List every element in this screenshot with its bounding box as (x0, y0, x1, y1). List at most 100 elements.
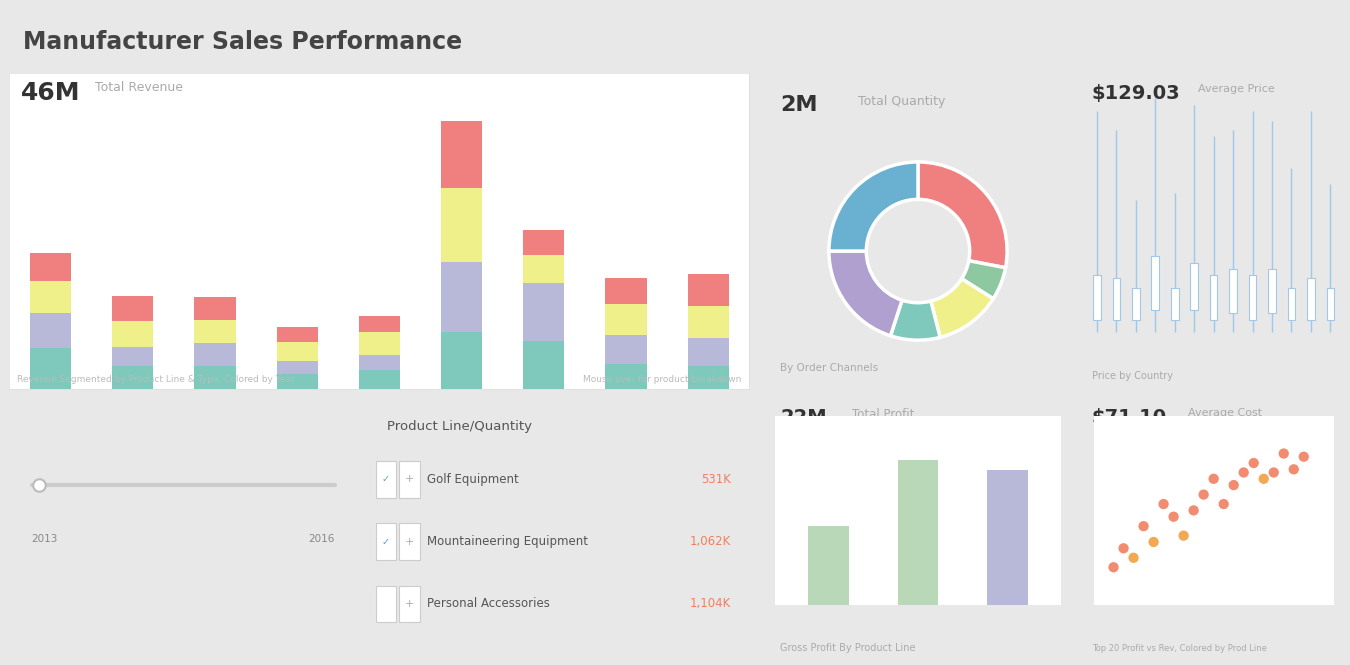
Bar (605, 278, 647, 304)
Bar (359, 332, 400, 354)
Text: Gross Profit By Product Line: Gross Profit By Product Line (780, 643, 915, 653)
Point (1233, 467, 1254, 477)
Text: $71.10: $71.10 (1092, 408, 1166, 427)
Text: Mountaineering Equipment: Mountaineering Equipment (428, 535, 589, 548)
Point (1133, 521, 1154, 531)
Bar (359, 354, 400, 370)
Text: Total Profit: Total Profit (852, 408, 914, 421)
Bar (30, 348, 72, 389)
Bar (441, 188, 482, 261)
FancyBboxPatch shape (1112, 279, 1120, 320)
Point (1193, 489, 1215, 500)
Text: Price by Country: Price by Country (1092, 371, 1173, 381)
Point (1123, 553, 1145, 563)
Bar (441, 261, 482, 332)
FancyBboxPatch shape (1210, 275, 1218, 320)
Bar (359, 317, 400, 332)
Text: Mouse over for product breakdown: Mouse over for product breakdown (583, 375, 743, 384)
Wedge shape (961, 261, 1006, 299)
Bar (112, 366, 154, 389)
FancyBboxPatch shape (1288, 288, 1295, 320)
Bar (605, 335, 647, 364)
FancyBboxPatch shape (400, 523, 420, 560)
Text: By Order Channels: By Order Channels (780, 364, 879, 374)
Bar (524, 229, 564, 255)
Wedge shape (891, 300, 940, 340)
FancyBboxPatch shape (1327, 288, 1334, 320)
Point (1243, 458, 1265, 468)
Wedge shape (829, 251, 902, 336)
Bar (30, 281, 72, 313)
Point (1282, 464, 1304, 475)
Text: 22M: 22M (780, 408, 826, 427)
Bar (194, 320, 235, 343)
Wedge shape (829, 162, 918, 251)
Text: ✓: ✓ (382, 474, 390, 484)
Point (1223, 480, 1245, 491)
Text: 1,062K: 1,062K (690, 535, 730, 548)
Text: Product Line/Quantity: Product Line/Quantity (386, 420, 532, 433)
Wedge shape (918, 162, 1007, 268)
Bar (687, 366, 729, 389)
Bar (687, 274, 729, 306)
Text: Golf Equipment: Golf Equipment (428, 473, 520, 486)
Bar (277, 327, 317, 342)
FancyBboxPatch shape (1152, 257, 1160, 310)
Bar (524, 340, 564, 389)
Point (1262, 467, 1284, 477)
FancyBboxPatch shape (1094, 275, 1100, 320)
Text: Average Cost: Average Cost (1188, 408, 1262, 418)
Text: Manufacturer Sales Performance: Manufacturer Sales Performance (23, 30, 462, 54)
Bar (277, 342, 317, 361)
Wedge shape (931, 279, 994, 337)
Text: Personal Accessories: Personal Accessories (428, 597, 551, 610)
Text: 1,104K: 1,104K (690, 597, 730, 610)
Bar (605, 364, 647, 389)
Point (1162, 511, 1184, 522)
Bar (112, 321, 154, 347)
Bar (359, 370, 400, 389)
Bar (524, 255, 564, 283)
Text: 531K: 531K (701, 473, 730, 486)
Point (1173, 531, 1195, 541)
Point (1142, 537, 1164, 547)
Bar (277, 361, 317, 374)
FancyBboxPatch shape (1170, 288, 1179, 320)
Point (1203, 473, 1224, 484)
Text: Total Quantity: Total Quantity (859, 94, 945, 108)
Bar (277, 374, 317, 389)
Text: Revenue Segmented by Product Line & Type, Colored by Year: Revenue Segmented by Product Line & Type… (16, 375, 294, 384)
Bar (898, 460, 938, 605)
Text: +: + (405, 474, 414, 484)
Text: $129.03: $129.03 (1092, 84, 1180, 103)
Bar (687, 338, 729, 366)
Bar (30, 313, 72, 348)
FancyBboxPatch shape (375, 462, 397, 497)
Bar (194, 343, 235, 366)
Bar (194, 297, 235, 320)
Text: 2M: 2M (780, 94, 818, 115)
Text: Total Revenue: Total Revenue (95, 81, 182, 94)
FancyBboxPatch shape (1230, 269, 1237, 313)
Bar (809, 526, 849, 605)
Bar (524, 283, 564, 340)
Bar (441, 121, 482, 188)
Bar (441, 332, 482, 389)
Text: ✓: ✓ (382, 537, 390, 547)
Text: +: + (405, 537, 414, 547)
Text: +: + (405, 599, 414, 609)
Text: Top 20 Profit vs Rev, Colored by Prod Line: Top 20 Profit vs Rev, Colored by Prod Li… (1092, 644, 1266, 653)
Text: Average Price: Average Price (1199, 84, 1276, 94)
Bar (987, 470, 1027, 605)
Text: 2016: 2016 (309, 533, 335, 544)
FancyBboxPatch shape (1268, 269, 1276, 313)
Point (1112, 543, 1134, 553)
Point (1153, 499, 1174, 509)
FancyBboxPatch shape (375, 586, 397, 622)
Bar (30, 253, 72, 281)
Text: 46M: 46M (20, 81, 80, 105)
Point (1212, 499, 1234, 509)
Bar (112, 347, 154, 366)
Point (1183, 505, 1204, 516)
FancyBboxPatch shape (1191, 263, 1197, 310)
